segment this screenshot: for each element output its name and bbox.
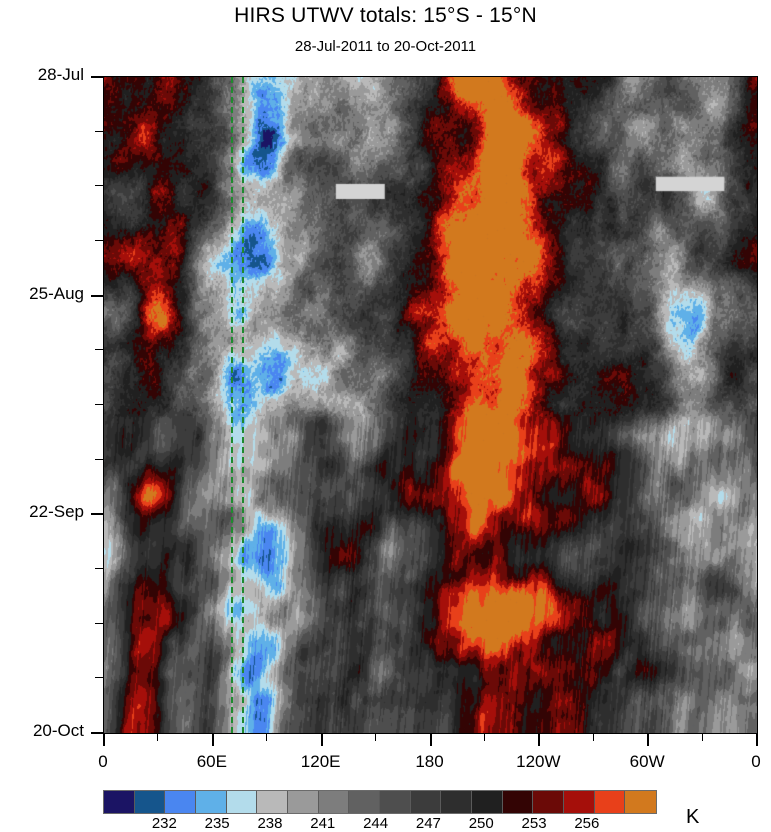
colorbar-tick-label: 232 xyxy=(151,815,177,832)
x-axis-minor-tick xyxy=(266,733,268,741)
colorbar-cell xyxy=(349,791,380,813)
y-axis-major-tick xyxy=(91,513,103,516)
colorbar-cell xyxy=(287,791,319,813)
x-axis-minor-tick xyxy=(701,733,703,741)
y-axis-minor-tick xyxy=(95,622,103,624)
y-axis-minor-tick xyxy=(95,240,103,241)
y-axis-label: 22-Sep xyxy=(29,502,84,522)
x-axis-label: 60E xyxy=(196,752,227,771)
x-axis-minor-tick xyxy=(592,733,594,741)
colorbar-tick-label: 238 xyxy=(257,815,283,832)
colorbar-tick-label: 256 xyxy=(574,815,600,832)
colorbar-tick-label: 247 xyxy=(415,815,441,832)
colorbar-cell xyxy=(441,791,472,813)
page-title: HIRS UTWV totals: 15°S - 15°N xyxy=(234,4,537,27)
y-axis-major-tick xyxy=(91,76,103,78)
x-axis-label: 180 xyxy=(415,752,444,771)
page-subtitle: 28-Jul-2011 to 20-Oct-2011 xyxy=(294,38,477,55)
x-axis-major-tick xyxy=(211,733,214,746)
x-axis-label: 60W xyxy=(629,752,665,771)
colorbar[interactable] xyxy=(103,790,657,814)
y-axis-label: 20-Oct xyxy=(32,721,84,740)
colorbar-tick-label: 244 xyxy=(363,815,389,832)
x-axis-label: 0 xyxy=(98,752,108,771)
colorbar-cell xyxy=(226,791,258,813)
y-axis-minor-tick xyxy=(95,349,103,351)
colorbar-cell xyxy=(625,791,656,813)
y-axis-minor-tick xyxy=(95,185,103,187)
y-axis-major-tick xyxy=(91,294,103,297)
colorbar-cell xyxy=(533,791,564,813)
colorbar-cell xyxy=(257,791,288,813)
x-axis-major-tick xyxy=(103,733,105,746)
x-axis-label: 0 xyxy=(751,752,761,771)
y-axis-minor-tick xyxy=(95,130,103,132)
x-axis-minor-tick xyxy=(375,733,377,741)
colorbar-cell xyxy=(134,791,166,813)
x-axis-label: 120W xyxy=(516,752,561,771)
colorbar-cell xyxy=(410,791,442,813)
x-axis-major-tick xyxy=(429,733,432,746)
colorbar-cell xyxy=(471,791,503,813)
colorbar-cell xyxy=(594,791,626,813)
colorbar-tick-label: 253 xyxy=(521,815,547,832)
y-axis-minor-tick xyxy=(95,458,103,460)
y-axis-major-tick xyxy=(91,732,103,734)
x-axis-major-tick xyxy=(756,733,758,746)
colorbar-tick-label: 241 xyxy=(310,815,336,832)
y-axis-label: 28-Jul xyxy=(37,65,84,84)
colorbar-cell xyxy=(502,791,534,813)
x-axis-minor-tick xyxy=(157,733,159,741)
y-axis-minor-tick xyxy=(95,677,103,679)
x-axis-major-tick xyxy=(647,733,650,746)
y-axis-minor-tick xyxy=(95,568,103,569)
x-axis-major-tick xyxy=(538,733,541,746)
y-axis-label: 25-Aug xyxy=(29,283,84,303)
colorbar-cell xyxy=(195,791,227,813)
y-axis-minor-tick xyxy=(95,404,103,405)
colorbar-tick-label: 235 xyxy=(204,815,230,832)
green-dashed-line-2 xyxy=(241,77,244,733)
heatmap-canvas xyxy=(104,77,757,733)
colorbar-cell xyxy=(563,791,595,813)
colorbar-cell xyxy=(165,791,196,813)
x-axis-label: 120E xyxy=(300,752,341,771)
green-dashed-line-1 xyxy=(230,77,233,733)
x-axis-major-tick xyxy=(320,733,323,746)
x-axis-minor-tick xyxy=(483,733,485,741)
colorbar-cell xyxy=(318,791,350,813)
colorbar-cell xyxy=(104,791,135,813)
colorbar-cell xyxy=(379,791,411,813)
colorbar-tick-label: 250 xyxy=(468,815,494,832)
colorbar-unit-label: K xyxy=(686,806,700,828)
hovmoller-plot-area xyxy=(103,76,758,734)
